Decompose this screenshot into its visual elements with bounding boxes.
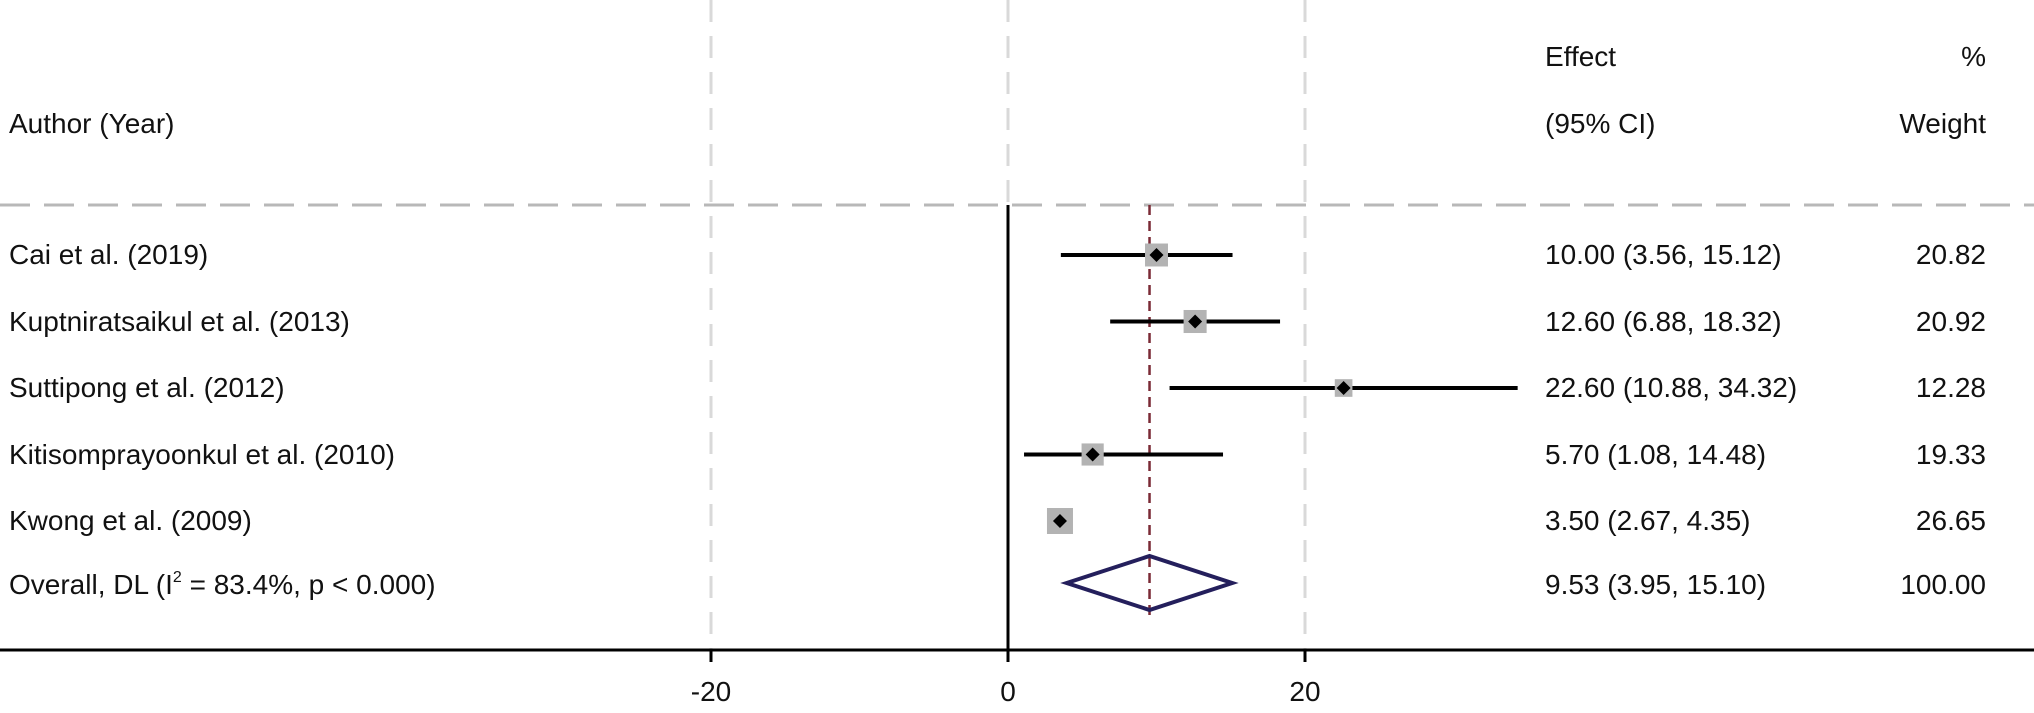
study-effect-text: 5.70 (1.08, 14.48) — [1545, 438, 1767, 470]
weight-header-line2: Weight — [1899, 108, 1986, 139]
x-tick-label: 0 — [1000, 676, 1016, 707]
weight-header-line1: % — [1961, 41, 1986, 72]
study-label: Kuptniratsaikul et al. (2013) — [9, 305, 350, 337]
overall-label-prefix: Overall, DL (I — [9, 569, 173, 600]
study-label: Kitisomprayoonkul et al. (2010) — [9, 438, 395, 470]
study-weight-text: 19.33 — [1915, 438, 1986, 470]
study-weight-text: 20.82 — [1915, 239, 1986, 270]
study-effect-text: 12.60 (6.88, 18.32) — [1545, 305, 1782, 337]
study-effect-text: 3.50 (2.67, 4.35) — [1545, 505, 1751, 536]
overall-label-superscript: 2 — [172, 569, 182, 586]
overall-label-suffix: = 83.4%, p < 0.000) — [181, 569, 436, 600]
study-weight-text: 20.92 — [1915, 305, 1986, 337]
point-estimate-marker — [1149, 248, 1164, 262]
x-tick-label: -20 — [690, 676, 732, 707]
study-weight-text: 26.65 — [1915, 505, 1986, 536]
study-effect-text: 10.00 (3.56, 15.12) — [1545, 239, 1782, 270]
author-header: Author (Year) — [9, 108, 175, 139]
study-weight-text: 12.28 — [1915, 372, 1986, 403]
overall-weight-text: 100.00 — [1900, 569, 1986, 600]
effect-header-line1: Effect — [1545, 41, 1617, 72]
study-label: Cai et al. (2019) — [9, 239, 209, 270]
point-estimate-marker — [1052, 514, 1067, 528]
study-label: Kwong et al. (2009) — [9, 505, 252, 536]
overall-effect-text: 9.53 (3.95, 15.10) — [1545, 569, 1767, 600]
overall-diamond — [1060, 553, 1239, 613]
point-estimate-marker — [1336, 381, 1351, 395]
effect-header-line2: (95% CI) — [1545, 108, 1656, 139]
point-estimate-marker — [1188, 314, 1203, 329]
x-tick-label: 20 — [1289, 676, 1321, 707]
overall-label: Overall, DL (I2 = 83.4%, p < 0.000) — [9, 569, 436, 600]
point-estimate-marker — [1085, 447, 1100, 462]
study-label: Suttipong et al. (2012) — [9, 372, 285, 403]
study-effect-text: 22.60 (10.88, 34.32) — [1545, 372, 1798, 403]
